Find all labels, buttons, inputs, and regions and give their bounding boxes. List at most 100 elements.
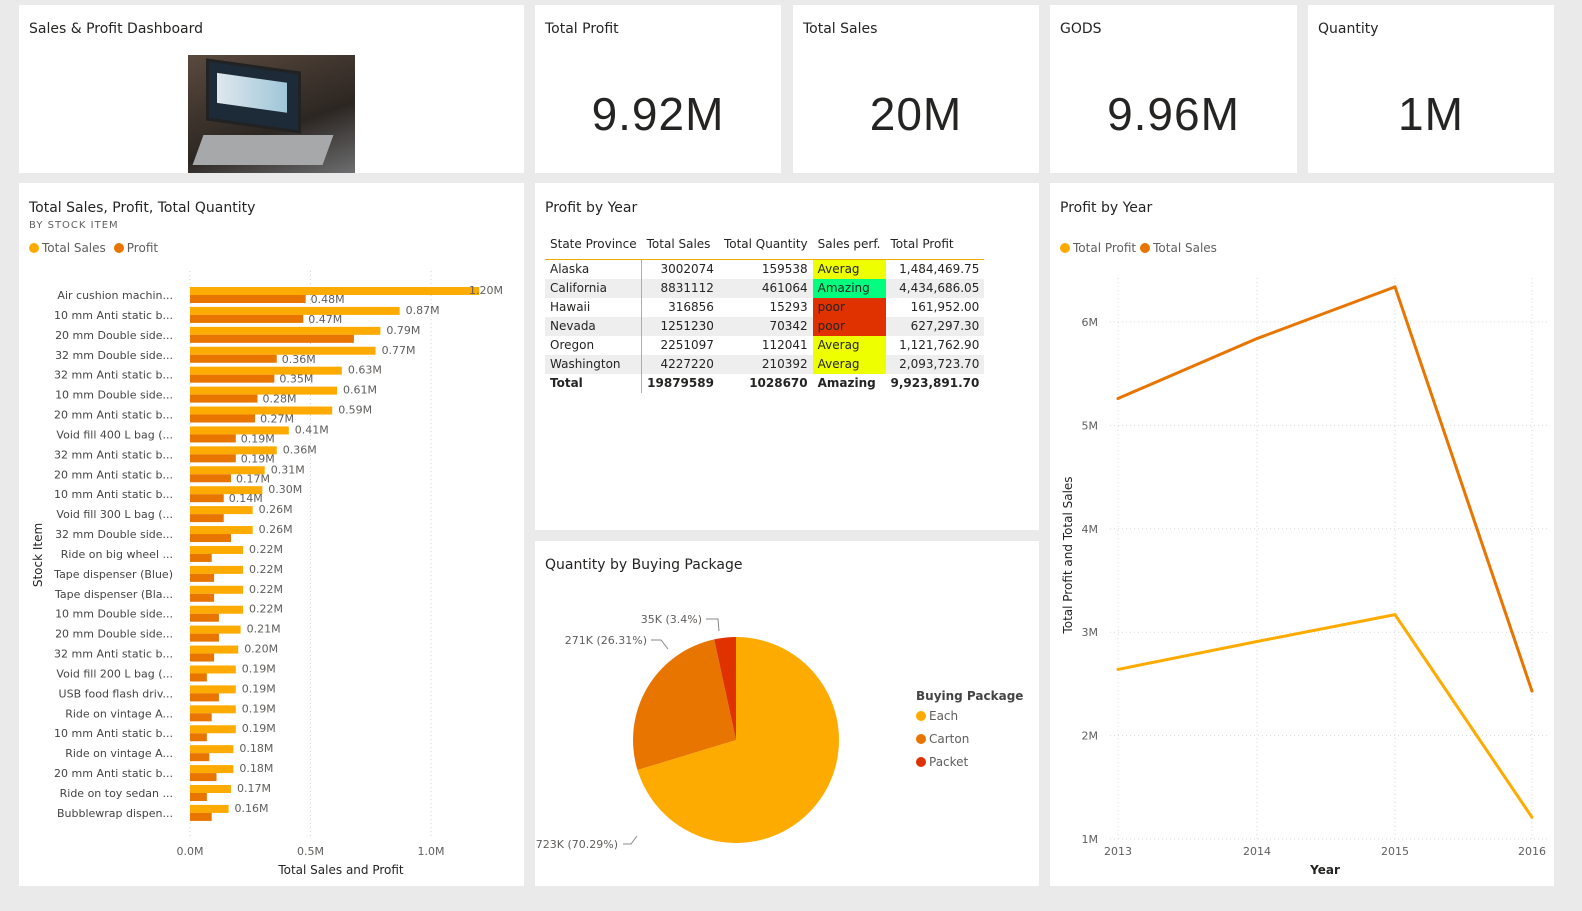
legend-item-carton[interactable]: Carton bbox=[916, 732, 1023, 746]
pie-panel: Quantity by Buying Package 723K (70.29%)… bbox=[535, 541, 1039, 886]
cell-sales-perf: Averag bbox=[812, 335, 886, 355]
profit-bar bbox=[190, 354, 277, 363]
dot-icon bbox=[1060, 243, 1070, 253]
x-tick-label: 1.0M bbox=[418, 845, 445, 858]
category-label: Ride on toy sedan ... bbox=[60, 787, 173, 800]
sales-data-label: 0.18M bbox=[239, 742, 273, 755]
sales-data-label: 0.26M bbox=[259, 523, 293, 536]
cell-sales-perf: poor bbox=[812, 316, 886, 336]
pie-legend-title: Buying Package bbox=[916, 689, 1024, 703]
sales-data-label: 0.19M bbox=[242, 682, 276, 695]
sales-data-label: 0.19M bbox=[242, 702, 276, 715]
kpi-label: Total Profit bbox=[545, 21, 619, 37]
y-axis-title: Total Profit and Total Sales bbox=[1061, 476, 1075, 634]
data-point bbox=[1393, 613, 1397, 617]
legend-item-each[interactable]: Each bbox=[916, 709, 1023, 723]
profit-data-label: 0.27M bbox=[260, 413, 294, 426]
legend-item-total-profit[interactable]: Total Profit bbox=[1060, 241, 1136, 255]
cell-sales-perf: Averag bbox=[812, 354, 886, 374]
profit-bar bbox=[190, 713, 212, 722]
table-row[interactable]: Washington 4227220 210392 Averag 2,093,723.7… bbox=[545, 354, 985, 374]
sales-bar bbox=[190, 486, 263, 495]
table-row[interactable]: Alaska 3002074 159538 Averag 1,484,469.75 bbox=[545, 259, 984, 279]
category-label: 32 mm Double side... bbox=[55, 528, 173, 541]
sales-bar bbox=[190, 665, 236, 674]
category-label: 32 mm Double side... bbox=[55, 349, 173, 362]
kpi-value: 9.92M bbox=[591, 88, 725, 140]
profit-bar bbox=[190, 394, 258, 403]
table-row[interactable]: Oregon 2251097 112041 Averag 1,121,762.90 bbox=[545, 335, 984, 355]
y-axis-title: Stock Item bbox=[31, 523, 45, 587]
table-panel: Profit by Year State Province Total Sale… bbox=[535, 183, 1039, 530]
x-tick-label: 2013 bbox=[1104, 845, 1132, 858]
dot-icon bbox=[113, 243, 124, 253]
table-row[interactable]: California 8831112 461064 Amazing 4,434,686.… bbox=[545, 278, 985, 298]
sales-data-label: 0.26M bbox=[259, 503, 293, 516]
table-row[interactable]: Nevada 1251230 70342 poor 627,297.30 bbox=[545, 316, 985, 336]
cell-total-sales: 3002074 bbox=[660, 262, 714, 277]
sales-bar bbox=[190, 346, 376, 355]
cell-total-quantity: 159538 bbox=[761, 262, 808, 277]
sales-bar bbox=[190, 366, 342, 375]
sales-data-label: 0.87M bbox=[406, 304, 440, 317]
legend-item-profit[interactable]: Profit bbox=[113, 241, 158, 255]
sales-bar bbox=[190, 804, 229, 813]
sales-bar bbox=[190, 326, 381, 335]
profit-data-label: 0.17M bbox=[236, 472, 270, 485]
pie-data-label: 723K (70.29%) bbox=[536, 838, 618, 851]
kpi-value: 1M bbox=[1398, 88, 1464, 140]
kpi-label: GODS bbox=[1060, 21, 1102, 37]
line-chart-panel: Profit by Year Total Profit Total Sales … bbox=[1050, 183, 1554, 886]
x-tick-label: 2015 bbox=[1381, 845, 1409, 858]
col-total-profit[interactable]: Total Profit bbox=[885, 233, 985, 260]
col-total-sales[interactable]: Total Sales bbox=[641, 233, 719, 260]
sales-data-label: 1.20M bbox=[469, 284, 503, 297]
category-label: 10 mm Double side... bbox=[55, 389, 173, 402]
profit-bar bbox=[190, 414, 256, 423]
sales-bar bbox=[190, 386, 338, 395]
kpi-value: 20M bbox=[869, 88, 963, 140]
table-header-row: State Province Total Sales Total Quantit… bbox=[545, 233, 985, 260]
profit-data-label: 0.47M bbox=[308, 313, 342, 326]
category-label: Void fill 400 L bag (... bbox=[56, 428, 173, 441]
pie-slice-each bbox=[637, 637, 839, 843]
col-state[interactable]: State Province bbox=[545, 233, 642, 260]
category-label: 10 mm Double side... bbox=[55, 608, 173, 621]
y-tick-label: 6M bbox=[1082, 316, 1099, 329]
cell-total-sales: 4227220 bbox=[641, 354, 719, 374]
profit-bar bbox=[190, 812, 212, 821]
sales-bar bbox=[190, 785, 231, 793]
profit-bar bbox=[190, 553, 212, 562]
sales-data-label: 0.21M bbox=[247, 623, 281, 636]
legend-item-total-sales[interactable]: Total Sales bbox=[1140, 241, 1217, 255]
category-label: USB food flash driv... bbox=[59, 687, 173, 700]
cell-total-quantity: 70342 bbox=[718, 316, 813, 336]
cell-state: Nevada bbox=[545, 316, 643, 336]
cell-sales-perf: Amazing bbox=[812, 278, 886, 298]
col-sales-perf[interactable]: Sales perf. bbox=[812, 233, 886, 260]
sales-bar bbox=[190, 506, 253, 515]
cell-total-profit: 161,952.00 bbox=[910, 300, 980, 314]
sales-bar bbox=[190, 565, 244, 574]
data-point bbox=[1530, 689, 1534, 693]
data-point bbox=[1393, 285, 1397, 289]
sales-data-label: 0.22M bbox=[249, 543, 283, 556]
cell-state: California bbox=[545, 278, 643, 298]
sales-bar bbox=[190, 765, 234, 774]
pie-slice-carton bbox=[633, 639, 736, 771]
sales-data-label: 0.31M bbox=[271, 463, 305, 476]
category-label: 10 mm Anti static b... bbox=[54, 488, 173, 501]
profit-data-label: 0.19M bbox=[241, 452, 275, 465]
col-total-quantity[interactable]: Total Quantity bbox=[718, 233, 813, 260]
table-total-row[interactable]: Total 19879589 1028670 Amazing 9,923,891.70 bbox=[545, 373, 984, 393]
y-tick-label: 4M bbox=[1082, 523, 1099, 536]
category-label: Ride on big wheel ... bbox=[61, 548, 173, 561]
legend-item-total-sales[interactable]: Total Sales bbox=[29, 241, 106, 255]
table-row[interactable]: Hawaii 316856 15293 poor 161,952.00 bbox=[545, 297, 984, 317]
profit-bar bbox=[190, 633, 219, 642]
dashboard-title: Sales & Profit Dashboard bbox=[29, 21, 204, 37]
category-label: Bubblewrap dispen... bbox=[57, 807, 173, 820]
kpi-gods: GODS 9.96M bbox=[1050, 5, 1297, 173]
legend-item-packet[interactable]: Packet bbox=[916, 755, 1023, 769]
x-tick-label: 2016 bbox=[1518, 845, 1546, 858]
